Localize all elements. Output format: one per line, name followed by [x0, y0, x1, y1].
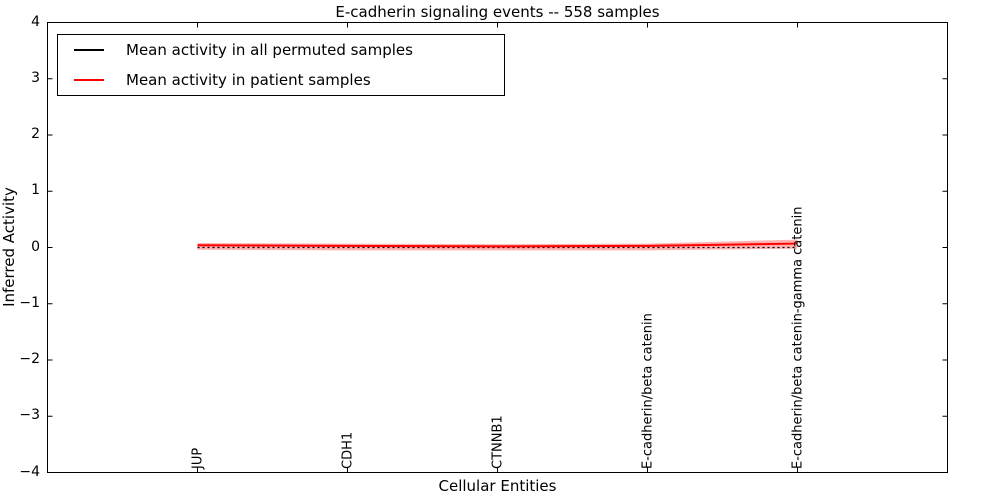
x-axis-label: Cellular Entities: [438, 477, 557, 495]
y-tick-label: −3: [19, 407, 40, 424]
legend-label-patient: Mean activity in patient samples: [126, 71, 371, 89]
patient-line-swatch: [74, 79, 104, 81]
series-line-1: [197, 242, 798, 248]
permuted-line-swatch: [74, 49, 104, 51]
legend-box: Mean activity in all permuted samples Me…: [57, 34, 505, 96]
legend-label-permuted: Mean activity in all permuted samples: [126, 41, 413, 59]
legend-entry-patient: Mean activity in patient samples: [58, 65, 504, 95]
y-tick-label: −1: [19, 294, 40, 311]
x-tick-label: E-cadherin/beta catenin: [641, 313, 656, 469]
y-tick-label: −4: [19, 463, 40, 480]
y-tick-label: −2: [19, 351, 40, 367]
y-tick-label: 2: [31, 126, 40, 142]
y-tick-label: 3: [31, 69, 40, 86]
y-tick-label: 4: [31, 13, 40, 30]
x-tick-label: CDH1: [341, 432, 356, 469]
x-tick-label: JUP: [191, 448, 206, 470]
y-tick-label: 0: [31, 238, 40, 255]
legend-entry-permuted: Mean activity in all permuted samples: [58, 35, 504, 65]
plot-area: JUP CDH1 CTNNB1 E-cadherin/beta catenin E-ca…: [47, 22, 948, 473]
x-tick-label: CTNNB1: [491, 415, 506, 469]
x-tick-label: E-cadherin/beta catenin-gamma catenin: [791, 207, 806, 469]
y-tick-label: 1: [31, 182, 40, 199]
chart-title: E-cadherin signaling events -- 558 sampl…: [335, 3, 660, 21]
